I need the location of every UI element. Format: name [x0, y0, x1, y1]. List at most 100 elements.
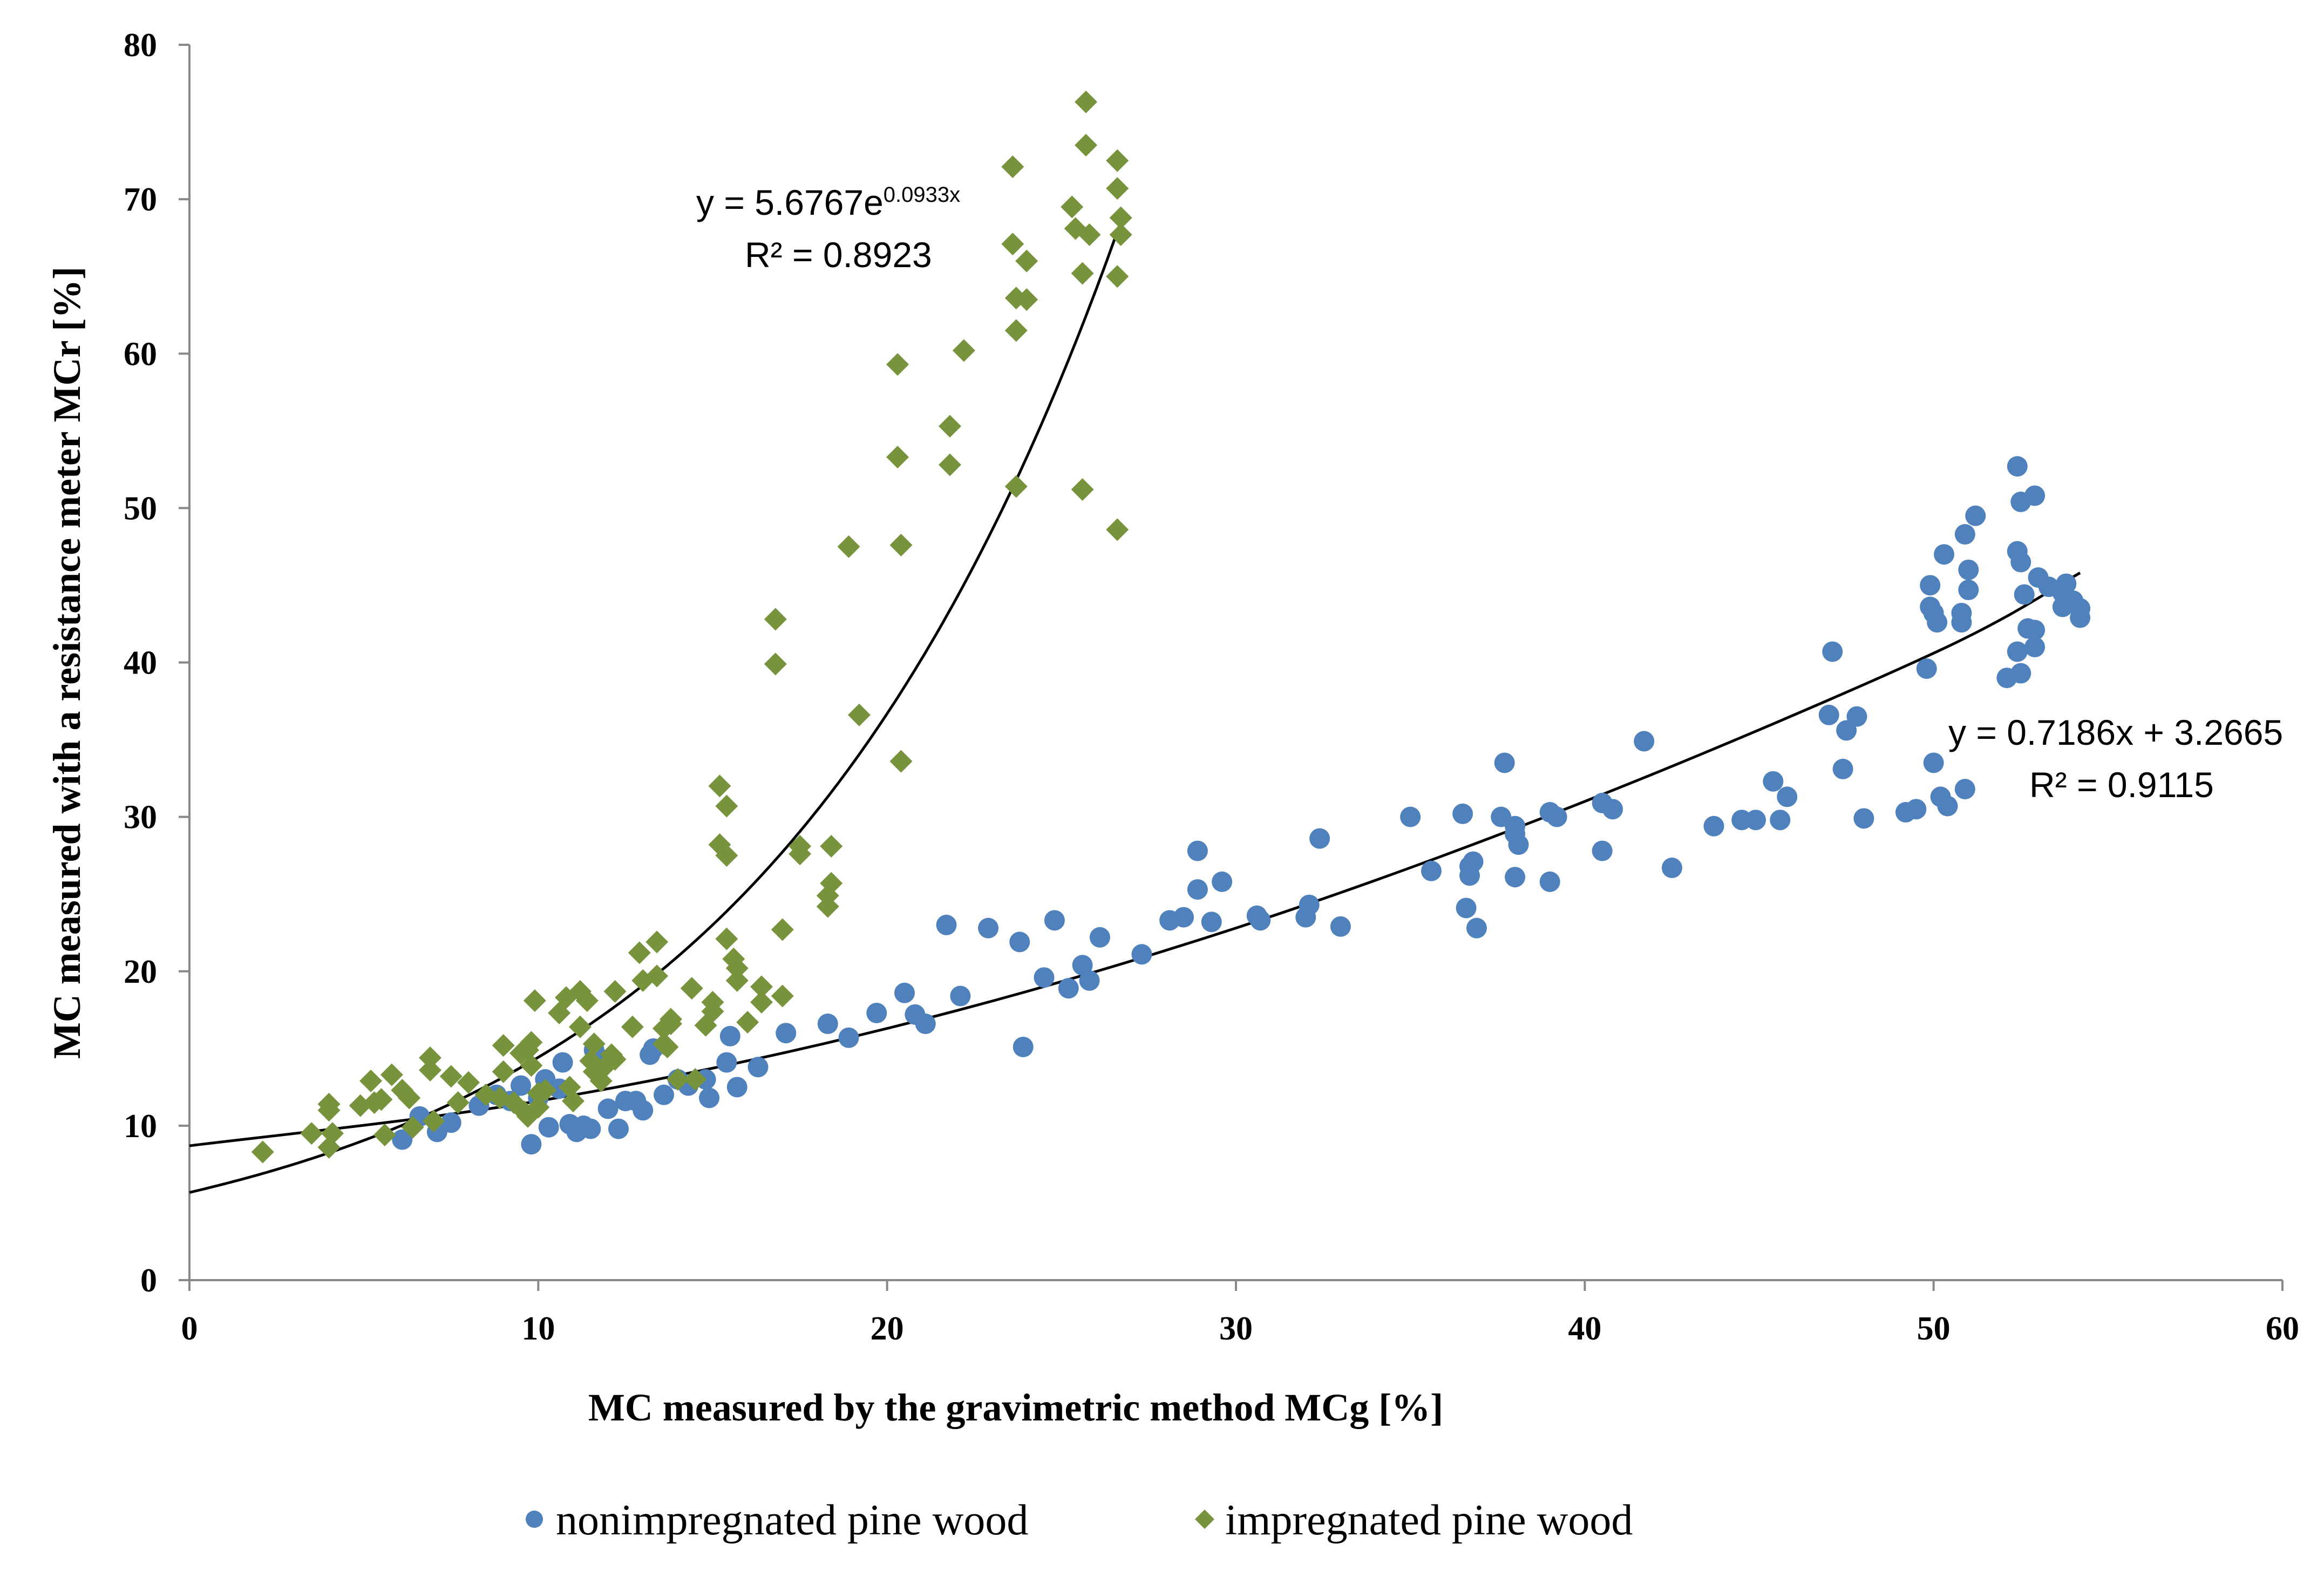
y-tick-label: 80 [124, 27, 157, 64]
data-point-circle [1546, 806, 1567, 827]
data-point-circle [866, 1003, 887, 1024]
data-point-diamond [736, 1011, 759, 1034]
data-point-circle [1452, 803, 1473, 824]
data-point-diamond [628, 941, 651, 964]
legend-label-impregnated: impregnated pine wood [1225, 1497, 1633, 1544]
data-point-circle [2024, 636, 2046, 657]
data-point-circle [1763, 771, 1784, 792]
linear-fit-annotation: y = 0.7186x + 3.2665 R² = 0.9115 [1948, 712, 2283, 805]
data-point-circle [538, 1117, 559, 1138]
data-point-circle [1958, 559, 1979, 580]
data-point-circle [2010, 663, 2031, 684]
data-point-circle [950, 985, 971, 1007]
data-point-diamond [645, 930, 669, 954]
data-point-circle [521, 1134, 542, 1155]
data-point-diamond [789, 842, 812, 866]
data-point-diamond [701, 1000, 724, 1023]
data-point-circle [2070, 598, 2091, 619]
data-point-diamond [523, 989, 546, 1012]
data-point-circle [1836, 720, 1857, 741]
data-point-circle [936, 914, 957, 935]
ticks: 0 10 20 30 40 50 60 70 80 0 10 20 30 40 50 60 [124, 27, 2299, 1347]
data-point-diamond [645, 964, 669, 988]
data-point-circle [1494, 752, 1515, 773]
data-point-circle [1505, 867, 1526, 888]
data-point-diamond [708, 774, 731, 798]
data-point-circle [633, 1100, 654, 1121]
data-point-circle [719, 1025, 740, 1046]
data-point-circle [1703, 815, 1724, 837]
data-point-circle [608, 1118, 629, 1139]
data-point-circle [1072, 955, 1093, 976]
data-point-circle [1456, 898, 1477, 919]
data-point-diamond [1075, 90, 1098, 113]
data-point-diamond [656, 1035, 679, 1058]
data-point-diamond [321, 1122, 344, 1145]
data-point-diamond [1106, 149, 1129, 172]
data-point-diamond [1071, 262, 1094, 285]
data-point-circle [1212, 871, 1233, 892]
data-point-circle [1009, 932, 1030, 953]
data-point-circle [1187, 840, 1208, 861]
data-point-diamond [1004, 319, 1028, 342]
data-point-diamond [1061, 195, 1084, 219]
data-point-circle [1916, 658, 1937, 679]
data-point-circle [1927, 612, 1948, 633]
data-point-diamond [520, 1054, 543, 1077]
x-axis-title: MC measured by the gravimetric method MC… [588, 1386, 1443, 1429]
data-point-circle [2010, 552, 2031, 573]
data-point-circle [1187, 879, 1208, 900]
legend-marker-impregnated [1195, 1510, 1214, 1529]
data-point-circle [440, 1112, 461, 1133]
data-point-circle [511, 1075, 532, 1096]
data-point-diamond [939, 453, 962, 477]
data-point-circle [1539, 871, 1560, 892]
data-point-circle [1965, 505, 1986, 526]
data-point-circle [817, 1014, 838, 1035]
data-point-diamond [492, 1034, 515, 1057]
data-point-circle [1034, 967, 1055, 988]
data-point-diamond [582, 1032, 606, 1056]
data-point-circle [894, 982, 915, 1003]
x-tick-label: 20 [871, 1310, 904, 1347]
y-tick-label: 60 [124, 336, 157, 372]
y-tick-label: 40 [124, 645, 157, 682]
data-point-circle [838, 1027, 859, 1048]
data-point-circle [1421, 860, 1442, 881]
data-point-circle [1770, 810, 1791, 831]
exp-fit-equation: y = 5.6767e0.0933x [696, 182, 960, 222]
data-point-diamond [1001, 233, 1024, 256]
data-point-diamond [370, 1088, 393, 1111]
data-point-circle [1058, 978, 1079, 999]
data-point-diamond [764, 652, 787, 676]
data-point-circle [2007, 641, 2028, 662]
data-point-circle [1777, 786, 1798, 807]
data-point-diamond [750, 990, 773, 1014]
data-point-circle [1466, 917, 1487, 939]
data-point-circle [552, 1052, 573, 1073]
data-point-circle [1661, 858, 1682, 879]
y-tick-label: 0 [140, 1262, 157, 1299]
data-point-circle [2024, 485, 2046, 506]
data-point-diamond [764, 608, 787, 631]
data-point-circle [1822, 641, 1843, 662]
data-point-circle [392, 1129, 413, 1150]
exp-fit-exponent: 0.0933x [884, 183, 960, 207]
legend-marker-nonimpregnated [526, 1511, 543, 1528]
data-point-circle [915, 1014, 936, 1035]
data-point-diamond [568, 1015, 592, 1038]
legend-label-nonimpregnated: nonimpregnated pine wood [556, 1497, 1028, 1544]
data-point-diamond [715, 844, 738, 867]
data-point-circle [1201, 912, 1222, 933]
data-point-circle [2056, 573, 2077, 594]
data-point-circle [776, 1023, 797, 1044]
linear-fit-equation: y = 0.7186x + 3.2665 [1948, 712, 2283, 752]
data-points [251, 90, 2091, 1164]
data-point-circle [1400, 806, 1421, 827]
trendlines [189, 221, 2081, 1194]
y-tick-label: 10 [124, 1108, 157, 1145]
data-point-diamond [418, 1058, 441, 1082]
x-tick-label: 30 [1219, 1310, 1253, 1347]
data-point-circle [580, 1118, 601, 1139]
data-point-circle [1853, 808, 1874, 829]
